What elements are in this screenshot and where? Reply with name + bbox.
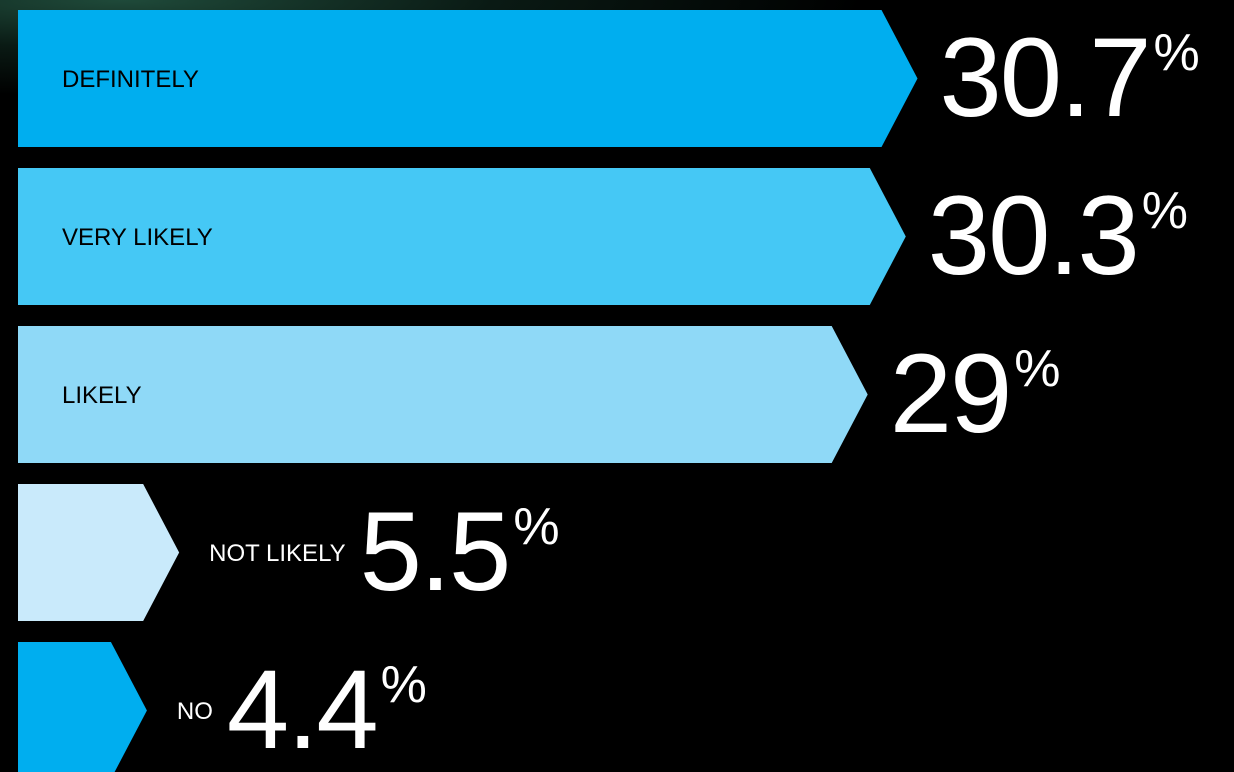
bar [18,326,868,463]
value-unit: % [1014,340,1060,398]
value-unit: % [1153,24,1199,82]
bar [18,10,918,147]
bar-label: NOT LIKELY [209,540,346,567]
bars: DEFINITELY 30.7 % VERY LIKELY 30.3 % LIKELY 29%… [18,10,1200,772]
bar-label: NO [177,698,213,725]
bar [18,484,180,621]
bar-label: DEFINITELY [62,66,199,93]
value-label: 29 [890,331,1011,456]
value-label: 30.7 [940,15,1150,140]
value-unit: % [1142,182,1188,240]
bar-label: LIKELY [62,382,142,409]
value-unit: % [513,498,559,556]
value-label: 4.4 [227,647,377,772]
bar [18,168,906,305]
bar-label: VERY LIKELY [62,224,213,251]
value-unit: % [381,656,427,714]
bar [18,642,147,772]
value-label: 30.3 [928,173,1138,298]
value-label: 5.5 [360,489,510,614]
